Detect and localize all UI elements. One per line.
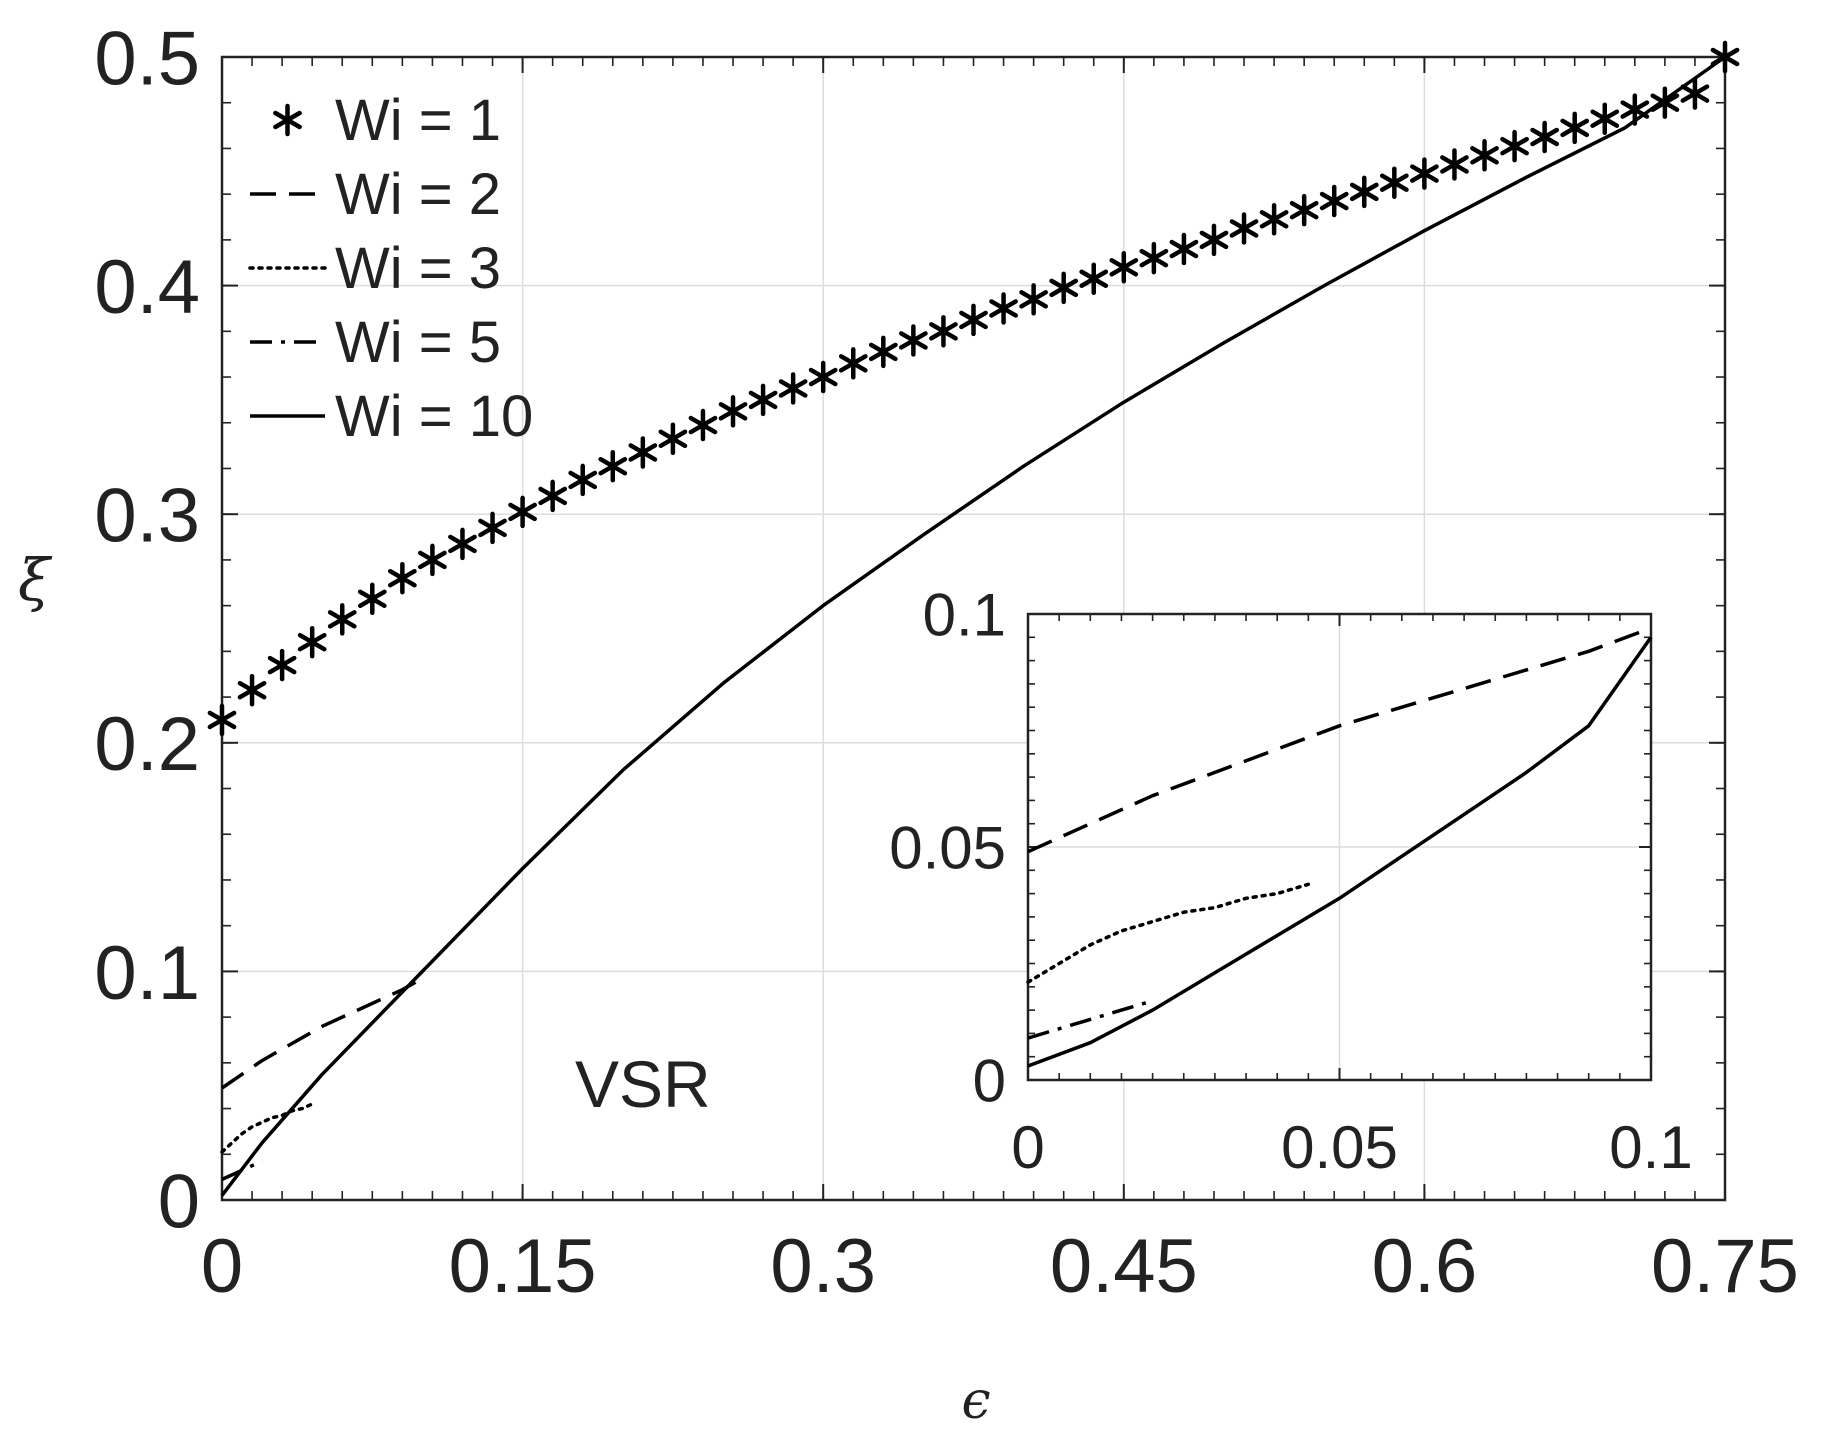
point-wi-1 — [658, 422, 688, 456]
legend-item-wi-2: Wi = 2 — [250, 162, 501, 227]
point-wi-1 — [989, 292, 1018, 325]
point-wi-1 — [1440, 148, 1469, 181]
x-tick-label: 0.6 — [1372, 1224, 1478, 1309]
legend-label-wi-1: Wi = 1 — [335, 88, 501, 153]
point-wi-1 — [1139, 241, 1169, 275]
point-wi-1 — [1470, 139, 1499, 172]
y-tick-label: 0.1 — [94, 931, 200, 1016]
point-wi-1 — [267, 648, 297, 682]
series-wi-3 — [220, 1102, 314, 1154]
y-axis-label: ξ — [18, 546, 53, 614]
legend-label-wi-5: Wi = 5 — [335, 310, 501, 375]
x-tick-label: 0.1 — [1609, 1114, 1692, 1181]
point-wi-1 — [387, 561, 417, 595]
legend-item-wi-1: Wi = 1 — [273, 88, 501, 153]
point-wi-1 — [808, 360, 838, 394]
inset-plot: 0 0.05 0.1 0 0.05 0.1 — [889, 582, 1692, 1181]
point-wi-1 — [327, 603, 357, 636]
series-wi-10 — [1027, 636, 1653, 1068]
x-tick-label: 0.45 — [1050, 1224, 1198, 1309]
legend-marker-wi-1 — [273, 103, 302, 137]
point-wi-1 — [688, 408, 718, 442]
point-wi-1 — [628, 436, 658, 469]
point-wi-1 — [598, 449, 628, 483]
y-tick-label: 0.4 — [94, 245, 200, 330]
point-wi-1 — [899, 324, 928, 357]
y-tick-label: 0.5 — [94, 16, 200, 101]
point-wi-1 — [778, 372, 808, 405]
x-tick-label: 0.05 — [1281, 1114, 1398, 1181]
main-plot: 0 0.15 0.3 0.45 0.6 0.75 0 0.1 0.2 0.3 0.4 0.5 — [94, 16, 1799, 1309]
series-wi-3 — [1026, 882, 1311, 984]
point-wi-1 — [207, 703, 237, 737]
legend-label-wi-10: Wi = 10 — [335, 384, 533, 449]
main-tick-labels: 0 0.15 0.3 0.45 0.6 0.75 0 0.1 0.2 0.3 0.4 0.5 — [94, 16, 1799, 1309]
point-wi-1 — [1349, 175, 1379, 209]
point-wi-1 — [538, 479, 568, 513]
point-wi-1 — [418, 543, 447, 577]
point-wi-1 — [1109, 251, 1139, 284]
x-axis-label: ϵ — [961, 1371, 990, 1431]
point-wi-1 — [1229, 212, 1259, 245]
x-tick-label: 0 — [201, 1224, 243, 1309]
point-wi-1 — [1319, 184, 1349, 218]
y-tick-label: 0.3 — [94, 474, 200, 559]
point-wi-1 — [838, 347, 868, 380]
point-wi-1 — [1079, 262, 1109, 295]
series-wi-2 — [1027, 626, 1652, 854]
point-wi-1 — [748, 383, 778, 417]
legend-label-wi-3: Wi = 3 — [335, 236, 501, 301]
point-wi-1 — [1410, 157, 1439, 190]
point-wi-1 — [1379, 166, 1409, 199]
x-tick-label: 0 — [1011, 1114, 1044, 1181]
point-wi-1 — [1019, 283, 1048, 316]
point-wi-1 — [1560, 111, 1590, 145]
x-tick-label: 0.3 — [770, 1224, 876, 1309]
legend-item-wi-10: Wi = 10 — [250, 384, 533, 449]
point-wi-1 — [929, 315, 958, 348]
point-wi-1 — [237, 673, 267, 707]
point-wi-1 — [1049, 271, 1079, 305]
point-wi-1 — [568, 463, 598, 497]
series-wi-5 — [1027, 999, 1154, 1040]
legend: Wi = 1 Wi = 2 Wi = 3 Wi = 5 Wi = 10 — [248, 88, 533, 449]
y-tick-label: 0 — [973, 1048, 1006, 1115]
point-wi-1 — [1680, 77, 1710, 110]
x-tick-label: 0.75 — [1651, 1224, 1799, 1309]
main-ticks — [221, 56, 1726, 1201]
annotation-vsr: VSR — [575, 1047, 711, 1121]
y-tick-label: 0.1 — [923, 582, 1006, 649]
point-wi-1 — [718, 395, 748, 428]
inset-tick-labels: 0 0.05 0.1 0 0.05 0.1 — [889, 582, 1692, 1181]
point-wi-1 — [297, 625, 327, 659]
point-wi-1 — [959, 303, 988, 337]
main-series — [207, 40, 1740, 1197]
y-tick-label: 0 — [158, 1159, 200, 1244]
legend-label-wi-2: Wi = 2 — [335, 162, 501, 227]
point-wi-1 — [1289, 193, 1319, 227]
main-grid — [221, 56, 1726, 1201]
point-wi-1 — [508, 495, 537, 529]
series-wi-2 — [221, 976, 424, 1090]
point-wi-1 — [1530, 120, 1560, 154]
y-tick-label: 0.05 — [889, 815, 1006, 882]
y-tick-label: 0.2 — [94, 702, 200, 787]
series-wi-10 — [220, 55, 1727, 1197]
point-wi-1 — [1169, 232, 1199, 266]
inset-series — [1026, 626, 1653, 1068]
point-wi-1 — [448, 527, 477, 561]
point-wi-1 — [357, 582, 387, 616]
point-wi-1 — [478, 511, 507, 545]
point-wi-1 — [868, 335, 898, 369]
point-wi-1 — [1259, 203, 1289, 236]
legend-item-wi-3: Wi = 3 — [248, 236, 501, 301]
series-wi-1 — [207, 40, 1740, 737]
x-tick-label: 0.15 — [449, 1224, 597, 1309]
point-wi-1 — [1199, 223, 1229, 257]
legend-item-wi-5: Wi = 5 — [250, 310, 501, 375]
point-wi-1 — [1500, 129, 1529, 163]
inset-ticks — [1027, 613, 1652, 1081]
point-wi-1 — [1590, 102, 1620, 135]
